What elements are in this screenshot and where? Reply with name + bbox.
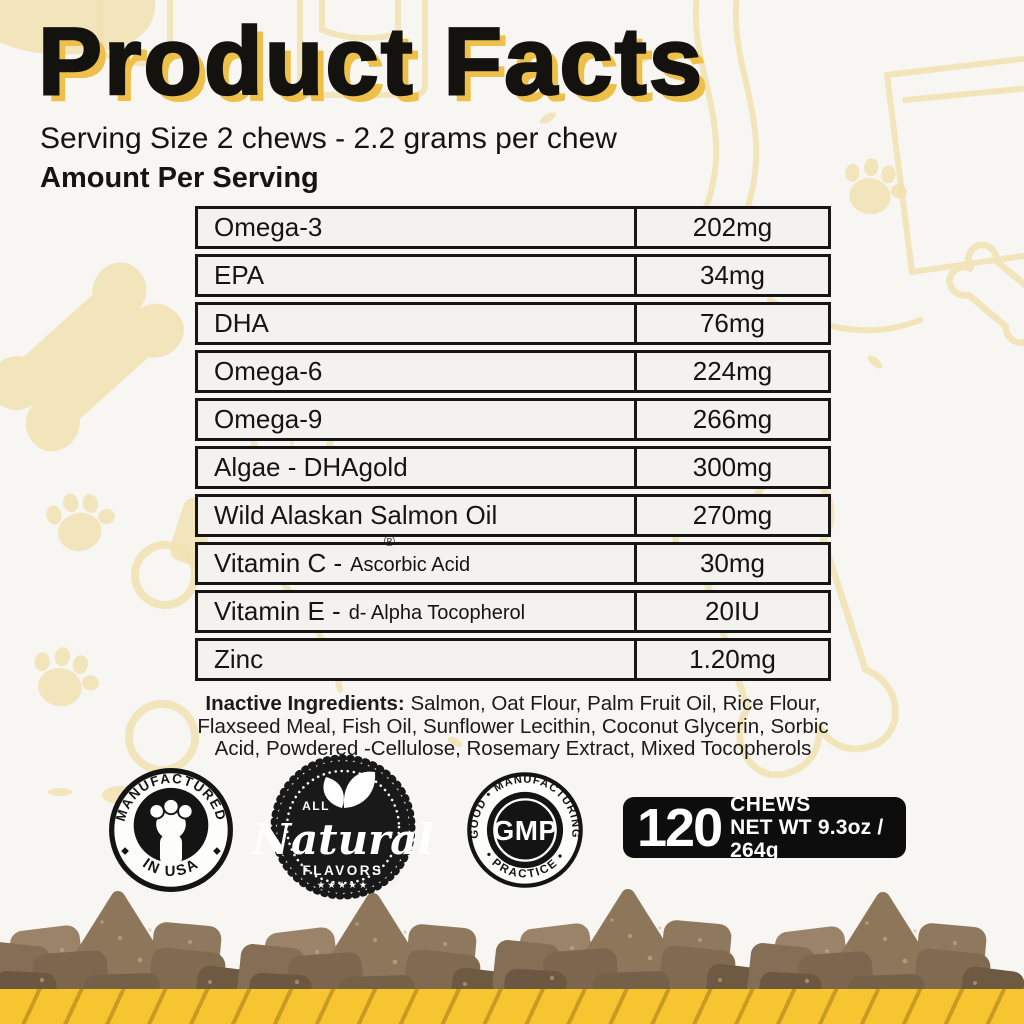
nutrient-name: Vitamin C - (214, 548, 343, 578)
nutrient-name: Vitamin E - (214, 596, 341, 626)
table-row: Omega-9 266mg (195, 398, 831, 441)
all-natural-badge: ALL Natural FLAVORS ★★★★★ (251, 748, 433, 908)
table-row: Wild Alaskan Salmon Oil 270mg ® (195, 494, 831, 549)
nutrient-name: Zinc (214, 644, 264, 674)
nutrient-name: EPA (214, 260, 265, 290)
nutrient-amount: 270mg (634, 497, 828, 534)
nutrient-name: Wild Alaskan Salmon Oil (214, 500, 498, 530)
chew-unit-label: CHEWS (730, 793, 811, 816)
bottom-stripe-band (0, 989, 1024, 1024)
nutrient-amount: 34mg (634, 257, 828, 294)
made-in-usa-badge: MANUFACTURED IN USA (104, 763, 238, 897)
paw-icon (148, 797, 194, 867)
all-word: ALL (302, 799, 330, 813)
table-row: Omega-3 202mg (195, 206, 831, 249)
chews-photo (0, 880, 1024, 1000)
table-row: Omega-6 224mg (195, 350, 831, 393)
nutrient-amount: 30mg (634, 545, 828, 582)
registered-trademark-symbol: ® (383, 533, 395, 550)
chew-count-box: 120 CHEWS NET WT 9.3oz / 264g (623, 793, 906, 862)
gmp-center-text: GMP (493, 815, 558, 846)
net-weight-label: NET WT 9.3oz / 264g (730, 816, 884, 862)
flavors-word: FLAVORS (303, 863, 384, 878)
table-row: Zinc 1.20mg (195, 638, 831, 681)
nutrient-amount: 224mg (634, 353, 828, 390)
inactive-ingredients-heading: Inactive Ingredients: (205, 692, 405, 715)
inactive-ingredients: Inactive Ingredients: Salmon, Oat Flour,… (182, 692, 844, 761)
nutrient-amount: 300mg (634, 449, 828, 486)
chew-count: 120 (637, 797, 723, 858)
nutrient-name: Algae - DHAgold (214, 452, 408, 482)
nutrient-name: DHA (214, 308, 269, 338)
serving-size-text: Serving Size 2 chews - 2.2 grams per che… (40, 122, 617, 155)
table-row: DHA 76mg (195, 302, 831, 345)
table-row: Algae - DHAgold 300mg (195, 446, 831, 489)
facts-table: Omega-3 202mg EPA 34mg DHA 76mg Omega-6 … (195, 206, 831, 686)
nutrient-amount: 1.20mg (634, 641, 828, 678)
nutrient-amount: 20IU (634, 593, 828, 630)
nutrient-amount: 76mg (634, 305, 828, 342)
page-title: Product Facts (37, 8, 705, 115)
stars-row: ★★★★★ (317, 880, 370, 891)
nutrient-subname: Ascorbic Acid (350, 553, 471, 576)
table-row: Vitamin E - d- Alpha Tocopherol 20IU (195, 590, 831, 633)
nutrient-name: Omega-6 (214, 356, 323, 386)
amount-per-serving-heading: Amount Per Serving (40, 162, 319, 194)
table-row: EPA 34mg (195, 254, 831, 297)
inactive-ingredients-list: Salmon, Oat Flour, Palm Fruit Oil, Rice … (197, 692, 829, 760)
nutrient-amount: 266mg (634, 401, 828, 438)
table-row: Vitamin C - Ascorbic Acid 30mg (195, 542, 831, 585)
nutrient-subname: d- Alpha Tocopherol (348, 601, 526, 624)
nutrient-amount: 202mg (634, 209, 828, 246)
nutrient-name: Omega-3 (214, 212, 323, 242)
natural-word: Natural (251, 815, 434, 864)
gmp-badge: GMP GOOD • MANUFACTURING • PRACTICE • (460, 765, 590, 895)
nutrient-name: Omega-9 (214, 404, 323, 434)
leaves-icon (323, 771, 376, 808)
